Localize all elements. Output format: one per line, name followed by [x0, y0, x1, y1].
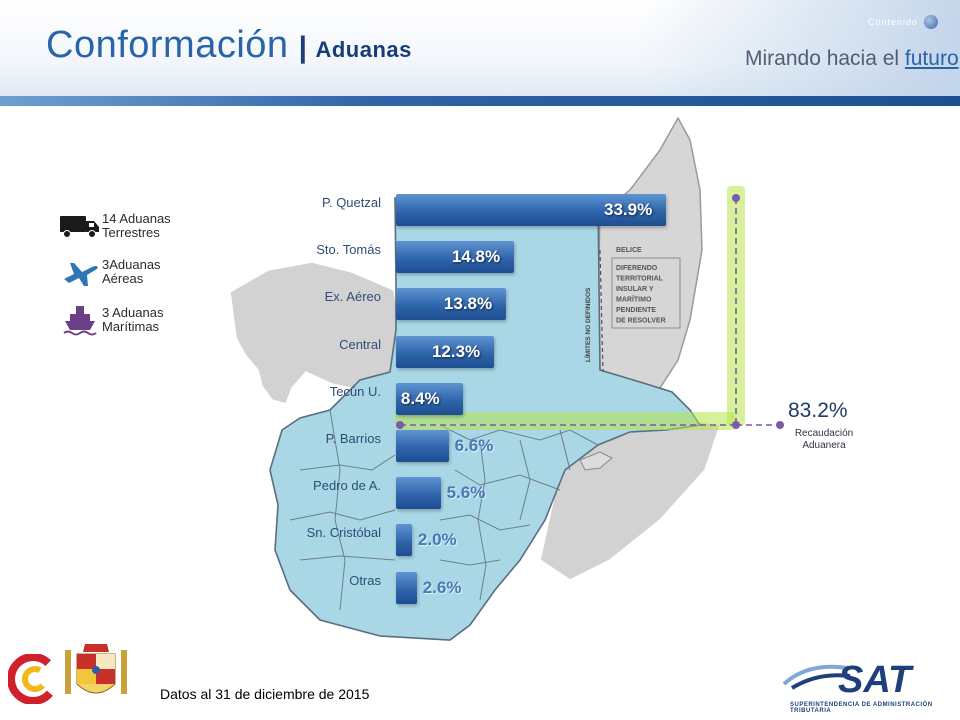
- category-label: Tecún U.: [329, 383, 381, 399]
- total-revenue-label: Recaudación Aduanera: [778, 428, 870, 452]
- title-subtitle: Aduanas: [315, 37, 412, 62]
- belize-shape: [597, 116, 703, 389]
- category-label: Sto. Tomás: [316, 242, 381, 258]
- legend-line: 3Aduanas: [102, 257, 161, 272]
- connector-dot-left: [396, 421, 404, 429]
- category-label: Central: [339, 336, 381, 352]
- spain-coat-of-arms: [63, 640, 129, 713]
- legend-sea-customs: 3 Aduanas Marítimas: [58, 304, 202, 336]
- header-fade: [640, 0, 960, 96]
- dispute-text: DIFERENDO TERRITORIAL INSULAR Y MARÍTIMO PEN…: [616, 265, 666, 325]
- connector-dot-end: [776, 421, 784, 429]
- bar-value-label: 5.6%: [446, 483, 486, 503]
- category-label: Ex. Aéreo: [324, 289, 381, 305]
- category-label: Pedro de A.: [313, 478, 381, 494]
- legend-line: Marítimas: [102, 319, 160, 334]
- bar: [396, 524, 412, 557]
- bar-value-label: 12.3%: [431, 341, 481, 361]
- bar: [396, 477, 441, 510]
- slogan-highlight: futuro: [904, 47, 959, 70]
- bar: [396, 430, 449, 462]
- category-label: Otras: [349, 572, 381, 588]
- ship-icon: [58, 304, 102, 336]
- bar: [396, 194, 666, 226]
- legend-line: 3 Aduanas: [102, 305, 164, 320]
- bar-value-label: 33.9%: [604, 200, 653, 219]
- legend-line: 14 Aduanas: [102, 211, 171, 226]
- slogan: Mirando hacia el futuro: [745, 47, 959, 71]
- border-note: LÍMITES NO DEFINIDOS: [583, 287, 592, 362]
- legend-line: Terrestres: [102, 225, 160, 240]
- contents-button-icon[interactable]: [924, 15, 938, 29]
- total-revenue-value: 83.2%: [788, 399, 848, 422]
- bar-value-label: 2.6%: [422, 577, 462, 597]
- connector-dot-junction: [732, 421, 740, 429]
- dispute-text-line: MARÍTIMO: [616, 295, 652, 304]
- neighbor-country-shape: [229, 261, 401, 405]
- bar-value-label: 14.8%: [451, 247, 501, 267]
- bar-value-label: 8.4%: [400, 388, 440, 408]
- sat-logo: SAT: [778, 648, 948, 705]
- contents-link[interactable]: Contenido: [868, 17, 919, 27]
- legend-line: Aéreas: [102, 271, 144, 286]
- bar-value-label: 13.8%: [443, 294, 493, 314]
- legend-air-customs: 3Aduanas Aéreas: [58, 256, 202, 288]
- airplane-icon: [58, 256, 102, 288]
- title-separator: |: [298, 31, 308, 64]
- svg-text:SAT: SAT: [838, 659, 914, 700]
- bar: [396, 241, 514, 274]
- legend-land-customs: 14 Aduanas Terrestres: [58, 210, 202, 242]
- disputed-border-line: [599, 249, 604, 373]
- bar-value-label: 2.0%: [417, 530, 457, 550]
- legend-label: 3Aduanas Aéreas: [102, 258, 202, 286]
- bar: [396, 571, 417, 604]
- dispute-text-line: TERRITORIAL: [616, 276, 664, 283]
- dispute-text-line: DE RESOLVER: [616, 318, 666, 325]
- data-date-note: Datos al 31 de diciembre de 2015: [160, 686, 370, 702]
- lake-shape: [579, 451, 613, 471]
- connector-dot-top: [732, 194, 740, 202]
- cooperation-logo: [7, 653, 59, 709]
- bar: [396, 288, 506, 321]
- header-stripe: [0, 96, 960, 106]
- page-title: Conformación | Aduanas: [46, 24, 412, 67]
- slogan-prefix: Mirando hacia el: [745, 47, 905, 70]
- title-main: Conformación: [46, 24, 289, 66]
- bar: [396, 335, 494, 368]
- truck-icon: [58, 210, 102, 242]
- total-label-line: Aduanera: [802, 440, 846, 451]
- dispute-text-line: INSULAR Y: [616, 286, 654, 293]
- header-banner: [0, 0, 960, 106]
- legend-label: 14 Aduanas Terrestres: [102, 212, 202, 240]
- vertical-highlight-glow: [727, 186, 745, 426]
- department-borders: [289, 409, 599, 611]
- dispute-text-line: PENDIENTE: [616, 307, 656, 314]
- dispute-box: [611, 257, 681, 329]
- legend-label: 3 Aduanas Marítimas: [102, 306, 202, 334]
- bar: [396, 382, 463, 415]
- sat-subtitle: SUPERINTENDENCIA DE ADMINISTRACIÓN TRIBU…: [790, 702, 933, 714]
- dispute-text-line: DIFERENDO: [616, 265, 658, 272]
- category-label: Sn. Cristóbal: [306, 525, 381, 541]
- category-label: P. Quetzal: [321, 195, 381, 210]
- total-label-line: Recaudación: [794, 428, 854, 439]
- bar-value-label: 6.6%: [454, 436, 494, 455]
- belize-label: BELICE: [616, 247, 642, 254]
- category-label: P. Barrios: [325, 431, 381, 446]
